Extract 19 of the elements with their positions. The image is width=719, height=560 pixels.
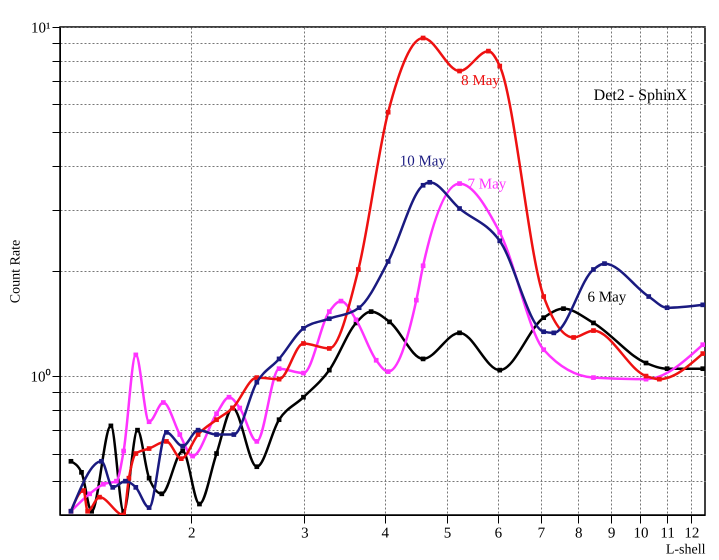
x-tick-label: 7 xyxy=(538,526,546,542)
x-tick-label: 10 xyxy=(633,526,648,542)
x-tick-label: 12 xyxy=(684,526,700,542)
y-tick-label: 10⁰ xyxy=(30,368,50,386)
x-tick-label: 11 xyxy=(660,526,675,542)
x-tick-label: 6 xyxy=(494,526,503,542)
annotation: Det2 - SphinX xyxy=(594,87,688,104)
x-tick-label: 5 xyxy=(444,526,452,542)
x-tick-label: 3 xyxy=(301,526,309,542)
series-label: 8 May xyxy=(461,73,500,89)
x-tick-label: 8 xyxy=(574,526,582,542)
y-tick-label: 10¹ xyxy=(31,20,50,36)
series-label: 10 May xyxy=(400,153,446,170)
x-tick-label: 2 xyxy=(188,526,196,542)
x-tick-label: 9 xyxy=(608,526,616,542)
series-label: 6 May xyxy=(588,290,627,306)
x-tick-label: 4 xyxy=(381,526,390,542)
y-axis-title: Count Rate xyxy=(8,240,24,304)
x-axis-title: L-shell xyxy=(666,542,706,558)
